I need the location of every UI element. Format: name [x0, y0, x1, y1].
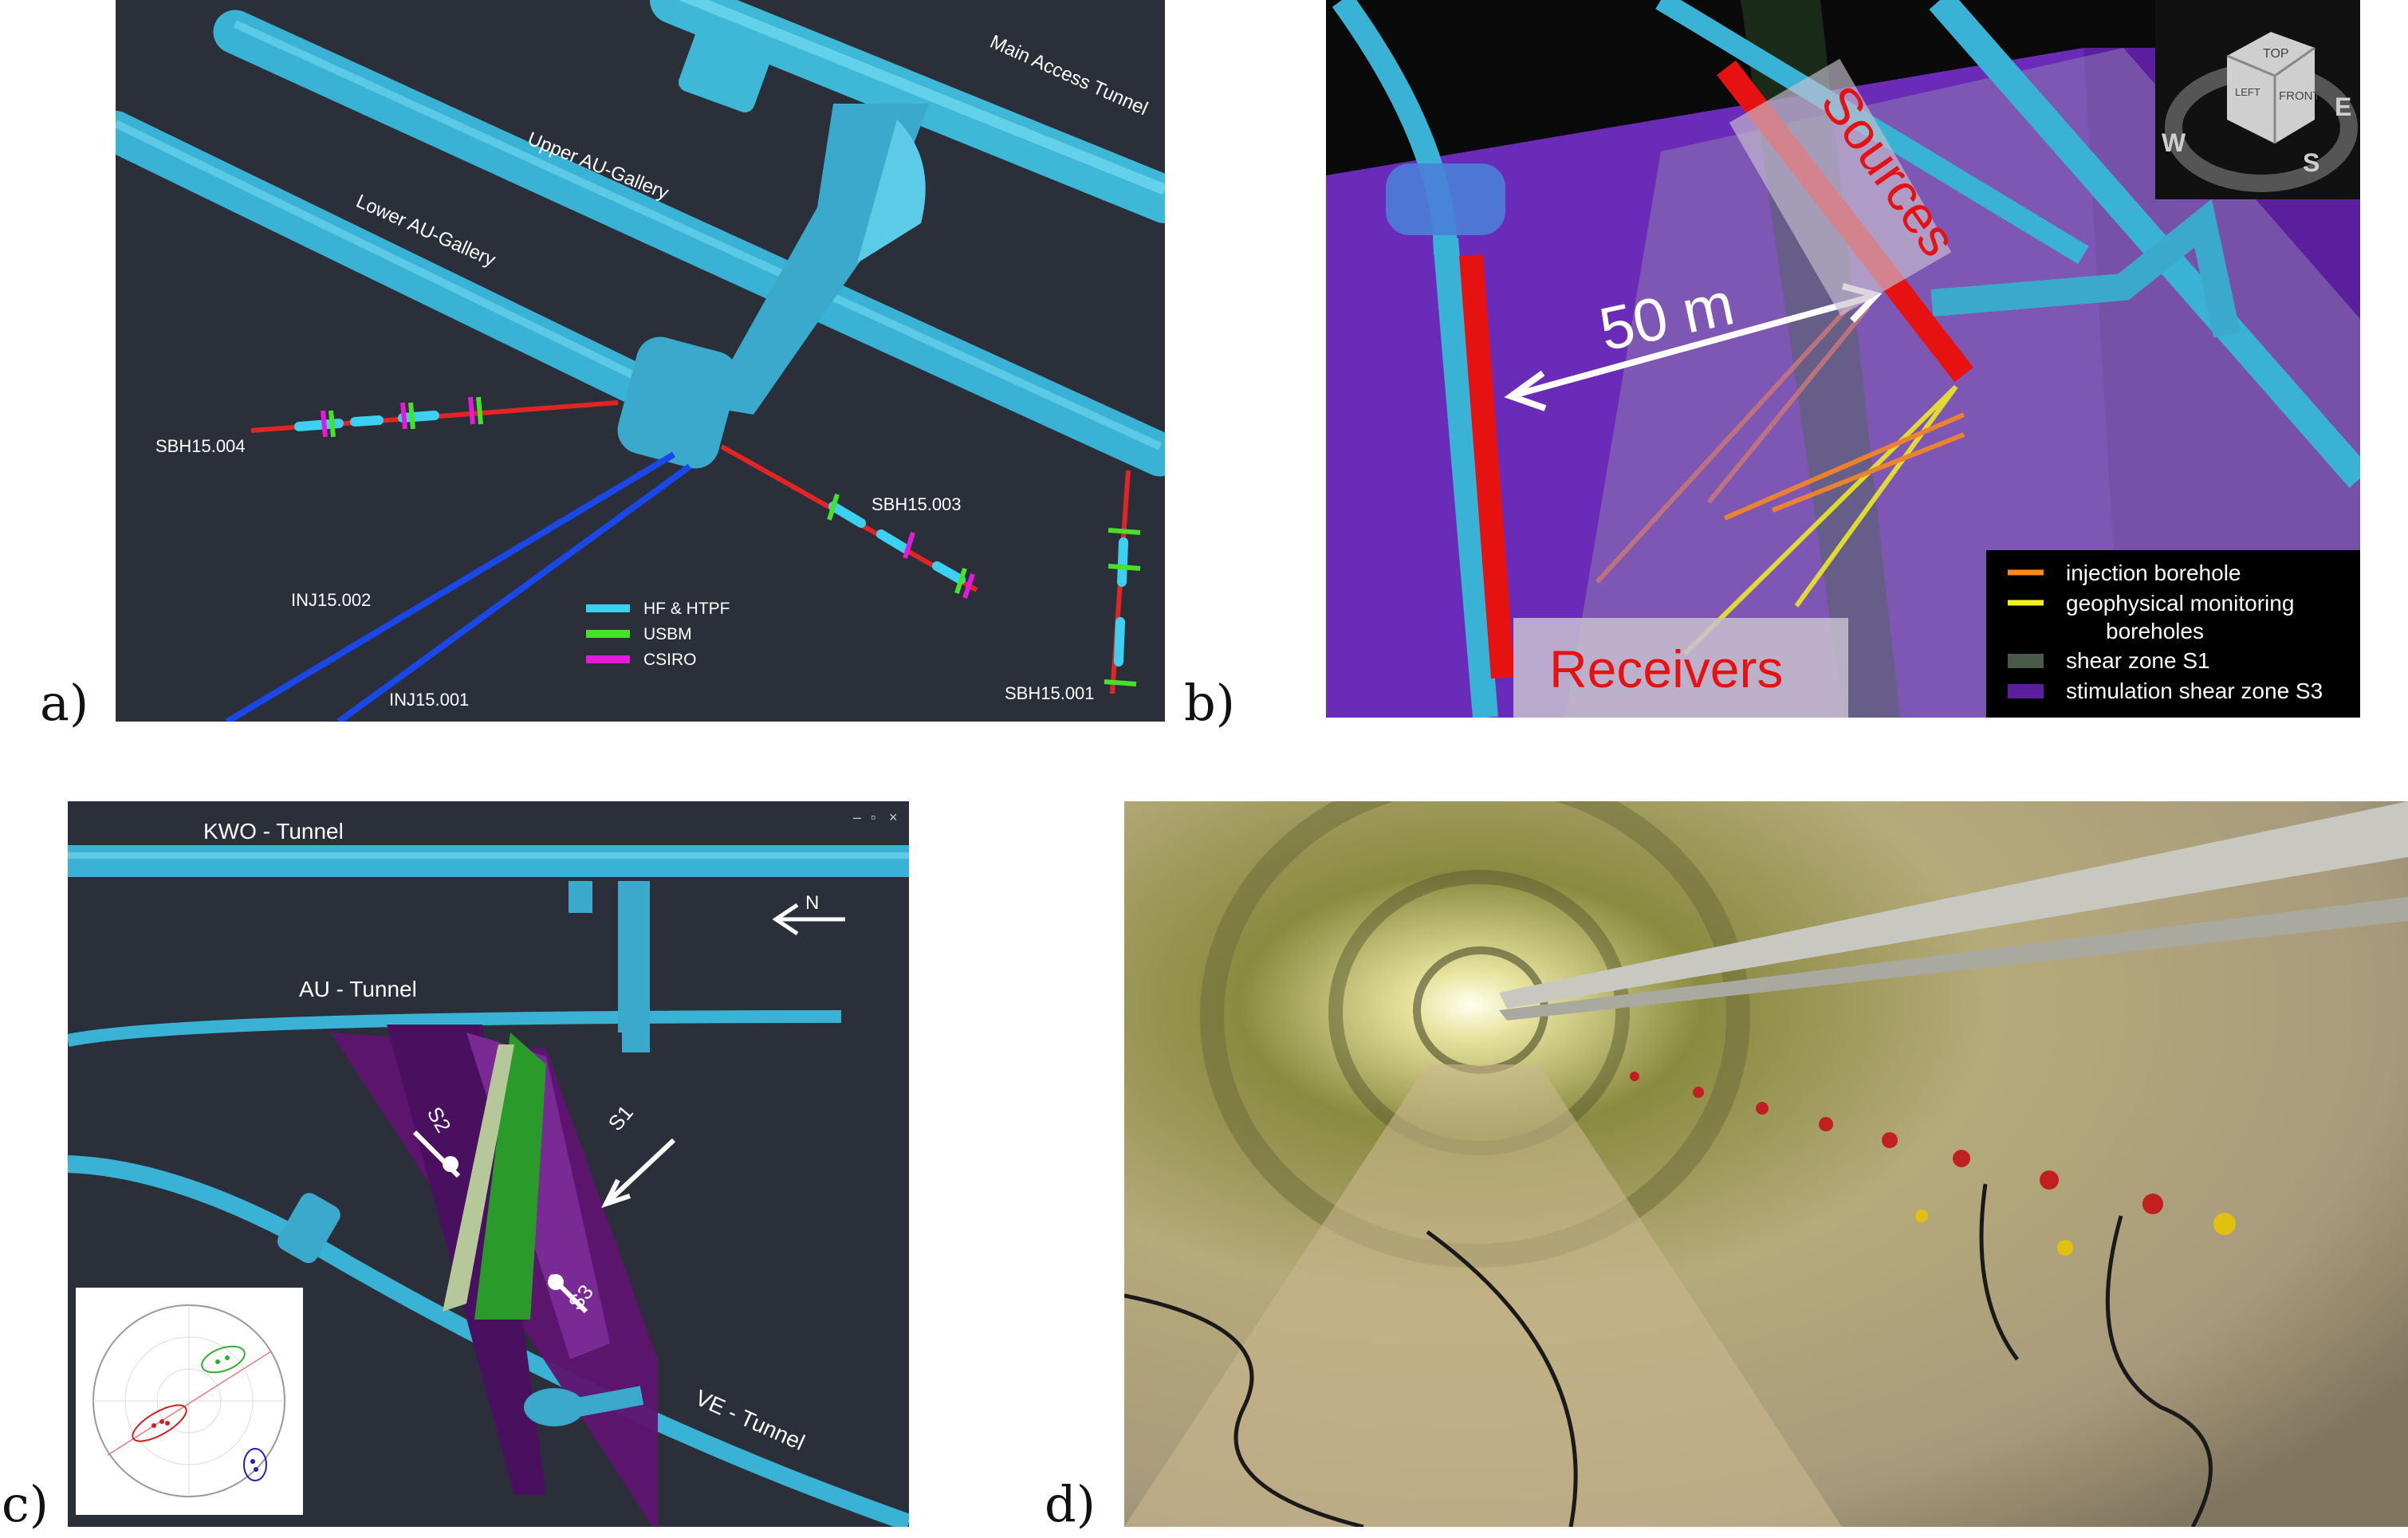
tunnel-label-au: AU - Tunnel [299, 977, 417, 1001]
legend-shear-zone-s1: shear zone S1 [2066, 648, 2210, 673]
borehole-label-inj15-001: INJ15.001 [389, 690, 469, 710]
panel-c: – ▫ × N S1 S2 S3 KWO - Tunn [68, 801, 909, 1527]
panel-b: 50 m Sources Receivers TOP LEFT FRONT W … [1326, 0, 2360, 718]
panel-a-legend: HF & HTPF USBM CSIRO [586, 600, 730, 669]
legend-boreholes: boreholes [2106, 619, 2204, 643]
panel-b-legend: injection borehole geophysical monitorin… [1986, 550, 2360, 718]
borehole-label-sbh15-001: SBH15.001 [1005, 683, 1095, 703]
compass-e: E [2335, 92, 2351, 121]
window-minimize-button[interactable]: – [853, 809, 861, 825]
borehole-label-sbh15-003: SBH15.003 [872, 494, 962, 514]
panel-label-d: d) [1045, 1475, 1096, 1533]
compass-s: S [2303, 148, 2319, 177]
panel-b-diagram: 50 m Sources Receivers TOP LEFT FRONT W … [1326, 0, 2360, 718]
stereonet-inset [76, 1288, 303, 1515]
legend-geophysical-monitoring: geophysical monitoring [2066, 591, 2294, 616]
panel-label-b: b) [1184, 674, 1235, 732]
panel-d-photo [1124, 801, 2408, 1527]
tunnel-label-kwo: KWO - Tunnel [203, 819, 344, 844]
compass-front: FRONT [2279, 89, 2320, 103]
window-restore-button[interactable]: ▫ [871, 809, 875, 825]
panel-a: Main Access Tunnel Upper AU-Gallery Lowe… [116, 0, 1165, 722]
panel-label-c: c) [2, 1475, 49, 1533]
window-close-button[interactable]: × [889, 809, 898, 825]
legend-hf-htpf: HF & HTPF [643, 600, 730, 618]
legend-injection-borehole: injection borehole [2066, 561, 2241, 585]
borehole-label-inj15-002: INJ15.002 [291, 590, 371, 610]
panel-c-diagram: – ▫ × N S1 S2 S3 KWO - Tunn [68, 801, 909, 1527]
north-label: N [805, 892, 819, 914]
compass-left: LEFT [2235, 86, 2260, 98]
panel-a-diagram: Main Access Tunnel Upper AU-Gallery Lowe… [116, 0, 1165, 722]
tunnel-photograph [1124, 801, 2408, 1527]
panel-label-a: a) [40, 674, 89, 732]
legend-usbm: USBM [643, 625, 692, 643]
compass-top: TOP [2263, 47, 2289, 61]
view-cube-compass[interactable]: TOP LEFT FRONT W S E [2155, 0, 2360, 199]
legend-stimulation-shear-zone-s3: stimulation shear zone S3 [2066, 679, 2323, 703]
legend-csiro: CSIRO [643, 651, 697, 669]
borehole-label-sbh15-004: SBH15.004 [155, 436, 246, 456]
receivers-label: Receivers [1549, 639, 1783, 698]
compass-w: W [2162, 128, 2186, 157]
